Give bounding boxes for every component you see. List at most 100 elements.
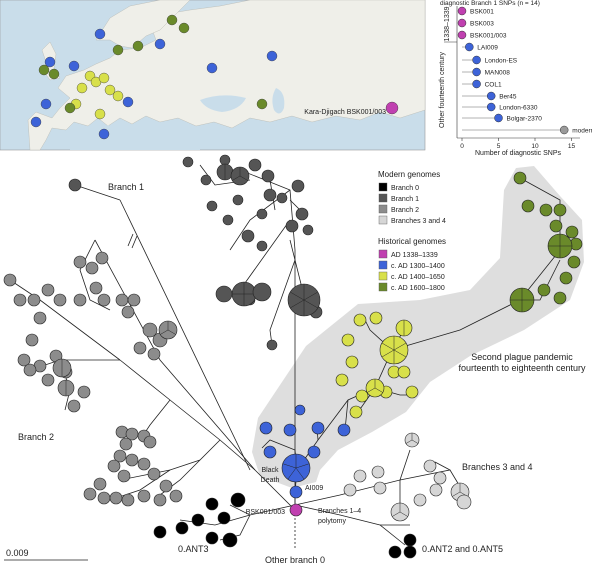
legend-swatch [378, 193, 388, 203]
tree-node [373, 481, 387, 495]
tree-node [175, 521, 189, 535]
tree-node-divider [405, 439, 413, 444]
legend-label: Branch 1 [391, 196, 419, 203]
tree-node [423, 459, 437, 473]
tree-node [565, 225, 579, 239]
tree-node [137, 489, 151, 503]
tree-node [388, 545, 402, 559]
inset-point-label: modern-B1 [572, 128, 592, 135]
tree-node [371, 465, 385, 479]
legend-label: Branch 0 [391, 185, 419, 192]
tree-node [93, 477, 107, 491]
inset-point-2 [457, 30, 467, 40]
inset-x-tick-label: 5 [497, 143, 501, 150]
tree-node [68, 178, 82, 192]
tree-node [109, 491, 123, 505]
legend-historical-title: Historical genomes [378, 237, 446, 246]
legend-label: Branch 2 [391, 207, 419, 214]
label-branches-3-4: Branches 3 and 4 [462, 462, 533, 472]
inset-y-label-rest: Other fourteenth century [439, 52, 446, 128]
tree-node [159, 479, 173, 493]
tree-node [266, 339, 278, 351]
inset-point-5 [472, 67, 481, 77]
label-polytomy-2: polytomy [318, 518, 347, 525]
tree-node-divider [290, 299, 305, 309]
map-site-label: Kara-Djigach BSK001/003 [304, 109, 386, 116]
tree-node-divider [381, 349, 395, 358]
map-sites [30, 14, 399, 140]
label-other-branch-0: Other branch 0 [265, 555, 325, 565]
inset-dot-plot: diagnostic Branch 1 SNPs (n = 14) 1338–1… [439, 0, 592, 157]
tree-node [353, 469, 367, 483]
inset-point-0 [457, 6, 467, 16]
inset-point-label: BSK003 [470, 21, 494, 28]
tree-node [25, 333, 39, 347]
legend-swatch [378, 249, 388, 259]
legend-label: c. AD 1400–1650 [391, 274, 445, 281]
tree-node-divider [392, 511, 401, 517]
tree-node [248, 158, 262, 172]
inset-point-9 [494, 113, 503, 123]
tree-node [73, 255, 87, 269]
tree-node [291, 179, 305, 193]
tree-node [121, 493, 135, 507]
long-branch-break [127, 233, 138, 249]
tree-node-divider [452, 491, 461, 497]
label-pandemic-1: Second plague pandemic [471, 352, 573, 362]
tree-node-divider [167, 329, 176, 335]
tree-node [17, 353, 31, 367]
label-black-death-1: Black [261, 467, 279, 474]
inset-x-tick-label: 10 [531, 143, 539, 150]
label-ai009: AI009 [305, 485, 323, 492]
tree-node [553, 203, 567, 217]
tree-node [256, 240, 268, 252]
tree-node [513, 171, 527, 185]
label-branch-1: Branch 1 [108, 182, 144, 192]
tree-node-divider [287, 467, 297, 480]
tree-node [456, 494, 472, 510]
tree-node [295, 207, 309, 221]
label-black-death-2: Death [261, 477, 280, 484]
tree-node [153, 525, 167, 539]
tree-node-divider [295, 463, 310, 469]
tree-node [429, 483, 443, 497]
tree-node [77, 385, 91, 399]
tree-node [289, 485, 303, 499]
legend-modern-title: Modern genomes [378, 170, 440, 179]
tree-node [559, 271, 573, 285]
tree-node [121, 305, 135, 319]
tree-node-divider [393, 342, 407, 351]
phylogenetic-tree: Branch 1 Branch 2 Branches 3 and 4 Secon… [3, 154, 586, 565]
tree-node [125, 427, 139, 441]
tree-node [335, 373, 349, 387]
tree-node [83, 487, 97, 501]
tree-node [147, 467, 161, 481]
legend: Modern genomes Historical genomes Branch… [378, 170, 446, 292]
tree-node [397, 365, 411, 379]
black-sea [200, 95, 246, 112]
tree-node [256, 208, 268, 220]
tree-node [169, 489, 183, 503]
inset-point-label: Ber45 [499, 94, 517, 101]
tree-node [311, 421, 325, 435]
legend-swatch [378, 282, 388, 292]
tree-node [285, 219, 299, 233]
inset-x-tick-label: 0 [460, 143, 464, 150]
tree-node [261, 169, 275, 183]
tree-node [230, 492, 246, 508]
tree-node [355, 389, 369, 403]
inset-x-label: Number of diagnostic SNPs [475, 150, 561, 157]
tree-node [200, 174, 212, 186]
inset-point-3 [465, 42, 474, 52]
tree-node [259, 421, 273, 435]
legend-label: Branches 3 and 4 [391, 218, 446, 225]
inset-point-label: LAI009 [477, 45, 498, 52]
tree-node [85, 261, 99, 275]
tree-node [276, 192, 288, 204]
inset-point-label: MAN008 [485, 70, 511, 77]
legend-items: Branch 0 Branch 1 Branch 2 Branches 3 and 4… [378, 182, 446, 292]
tree-node [143, 435, 157, 449]
tree-node [539, 203, 553, 217]
tree-node-divider [303, 291, 318, 301]
